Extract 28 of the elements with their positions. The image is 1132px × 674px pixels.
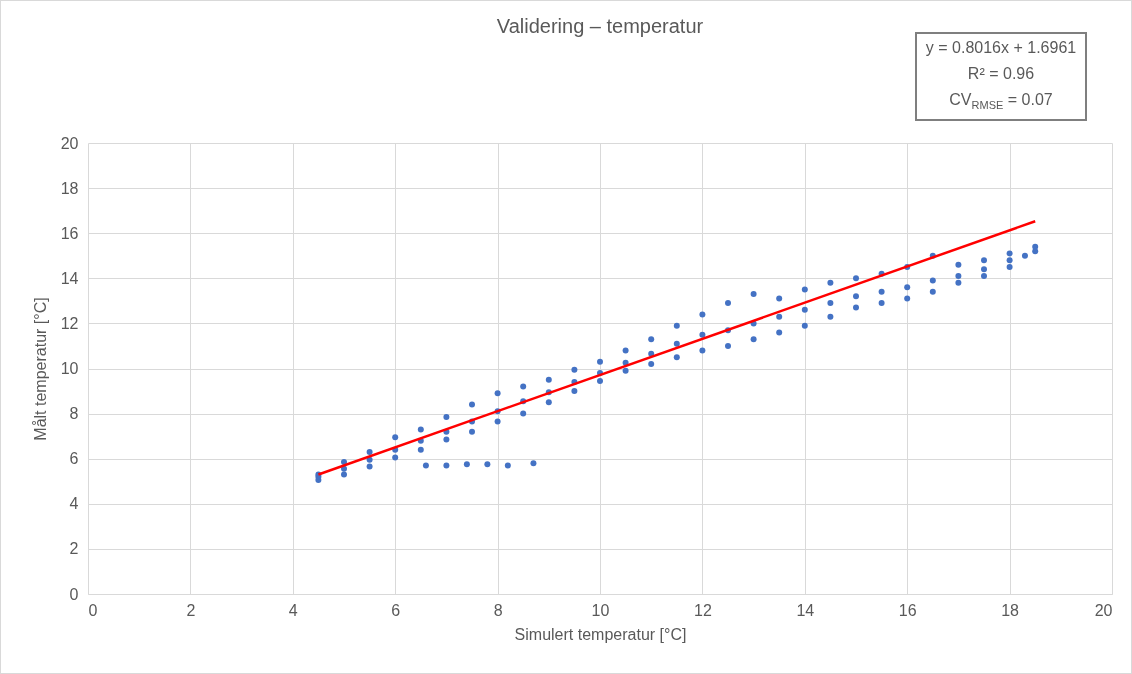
y-tick-label: 16 xyxy=(60,224,79,242)
x-tick-label: 18 xyxy=(1001,601,1020,619)
y-tick-label: 14 xyxy=(60,269,79,287)
y-tick-label: 4 xyxy=(69,495,79,513)
x-tick-label: 6 xyxy=(391,601,401,619)
y-axis-title: Målt temperatur [°C] xyxy=(31,297,49,441)
y-tick-label: 2 xyxy=(69,540,79,558)
text: R² = 0.96 xyxy=(966,64,1036,84)
x-tick-label: 10 xyxy=(591,601,610,619)
y-tick-label: 18 xyxy=(60,179,79,197)
x-tick-label: 0 xyxy=(88,601,98,619)
text: CV$_{RMSE}$ = 0.07 xyxy=(948,90,1054,114)
x-tick-label: 8 xyxy=(493,601,503,619)
chart-title: Validering – temperatur xyxy=(496,15,704,37)
y-tick-label: 8 xyxy=(69,405,79,423)
x-axis-title: Simulert temperatur [°C] xyxy=(514,625,687,643)
y-tick-label: 6 xyxy=(69,450,79,468)
y-tick-label: 10 xyxy=(60,360,79,377)
y-tick-label: 0 xyxy=(69,585,79,603)
x-tick-label: 4 xyxy=(288,601,298,619)
x-tick-label: 2 xyxy=(186,601,196,619)
y-tick-label: 20 xyxy=(60,134,79,152)
y-tick-label: 12 xyxy=(60,314,79,332)
x-tick-label: 12 xyxy=(694,601,712,619)
x-tick-label: 14 xyxy=(796,601,815,619)
text: y = 0.8016x + 1.6961 xyxy=(924,38,1078,58)
x-tick-label: 20 xyxy=(1094,601,1113,619)
x-tick-label: 16 xyxy=(898,601,917,619)
